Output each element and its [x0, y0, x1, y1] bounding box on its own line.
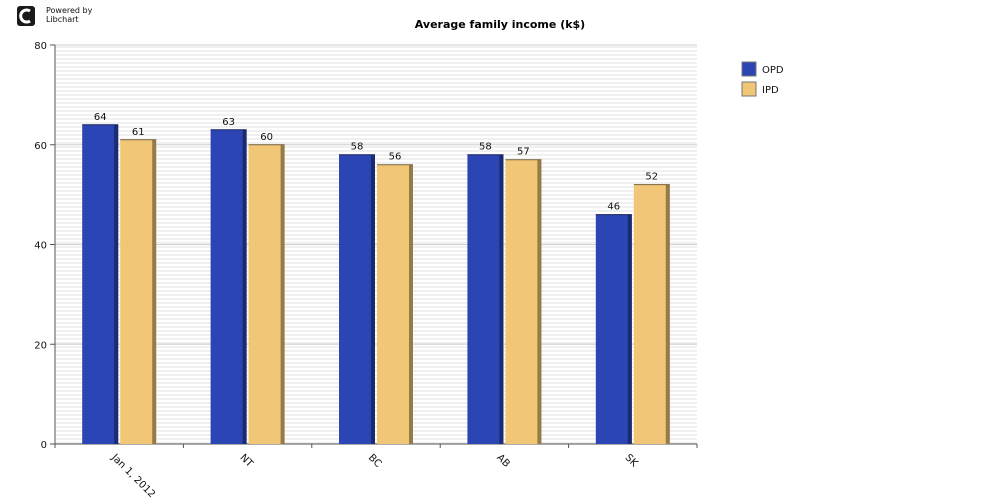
data-label: 64 — [94, 112, 107, 123]
bar-shade — [665, 184, 670, 444]
grid-stripes — [55, 46, 697, 444]
data-label: 52 — [645, 172, 658, 183]
bar-shade — [114, 124, 119, 445]
bar-shade — [280, 144, 285, 444]
legend-label: IPD — [762, 85, 779, 96]
y-tick-label: 40 — [34, 241, 47, 252]
powered-by-label: Powered by — [46, 6, 93, 15]
x-tick-label: BC — [366, 452, 383, 469]
bar-shade — [409, 164, 413, 444]
bar-shade — [371, 154, 375, 444]
chart-title: Average family income (k$) — [415, 18, 585, 31]
data-label: 56 — [389, 152, 402, 163]
bar-opd — [339, 154, 375, 444]
bar-shade — [242, 129, 247, 444]
bar-shade — [537, 159, 542, 444]
y-tick-label: 80 — [34, 41, 47, 52]
libchart-label: Libchart — [46, 15, 79, 24]
bar-opd — [82, 124, 119, 445]
libchart-logo-icon — [17, 6, 35, 26]
data-label: 58 — [351, 142, 364, 153]
bar-ipd — [633, 184, 670, 444]
bar-opd — [210, 129, 247, 444]
plot-area: 0 20 40 60 80 64 61 Jan 1, 2012 63 60 NT 58 56 BC 58 57… — [34, 41, 698, 500]
bar-ipd — [505, 159, 542, 444]
x-tick-label: SK — [623, 452, 640, 469]
data-label: 46 — [607, 202, 620, 213]
x-tick-label: NT — [237, 452, 255, 470]
legend-swatch — [741, 61, 757, 77]
bar-shade — [499, 154, 504, 444]
x-tick-label: Jan 1, 2012 — [108, 452, 157, 500]
bar-ipd — [377, 164, 413, 444]
bar-opd — [467, 154, 504, 444]
x-tick-label: AB — [494, 452, 512, 470]
bar-shade — [627, 214, 632, 444]
y-tick-label: 20 — [34, 340, 47, 351]
data-label: 58 — [479, 142, 492, 153]
bar-opd — [595, 214, 632, 444]
legend: OPD IPD — [741, 61, 784, 97]
data-label: 60 — [260, 132, 273, 143]
legend-swatch — [741, 81, 757, 97]
data-label: 57 — [517, 147, 530, 158]
y-tick-label: 60 — [34, 141, 47, 152]
y-tick-label: 0 — [41, 440, 47, 451]
data-label: 63 — [222, 117, 235, 128]
legend-label: OPD — [762, 65, 784, 76]
bar-shade — [152, 139, 157, 444]
bar-ipd — [120, 139, 157, 444]
data-label: 61 — [132, 127, 145, 138]
bar-ipd — [248, 144, 285, 444]
